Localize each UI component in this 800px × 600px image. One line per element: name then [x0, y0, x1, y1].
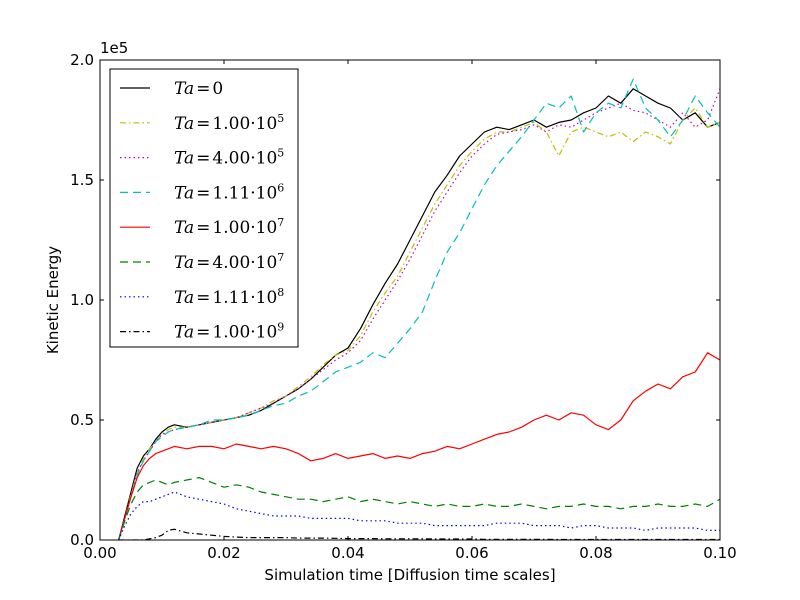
legend-item-6: Ta = 1.11·108 [120, 286, 284, 308]
y-axis-label: Kinetic Energy [44, 246, 62, 354]
legend-item-4: Ta = 1.00·107 [120, 216, 284, 238]
legend-item-5: Ta = 4.00·107 [120, 251, 284, 273]
legend-label: Ta = 1.00·109 [174, 321, 284, 343]
series-line-6 [118, 491, 720, 540]
series-line-2 [118, 88, 720, 540]
legend: Ta = 0 Ta = 1.00·105 Ta = 4.00·105 Ta = 1.11·106 Ta =… [109, 68, 299, 348]
series-line-1 [118, 107, 720, 540]
legend-item-7: Ta = 1.00·109 [120, 321, 284, 343]
y-tick-label: 0.0 [70, 531, 94, 549]
legend-label: Ta = 1.11·106 [174, 181, 284, 203]
x-axis-label: Simulation time [Diffusion time scales] [264, 566, 555, 584]
legend-label: Ta = 1.11·108 [174, 286, 284, 308]
legend-label: Ta = 0 [174, 79, 223, 99]
legend-label: Ta = 1.00·105 [174, 112, 284, 134]
legend-label: Ta = 4.00·107 [174, 251, 284, 273]
series-line-4 [118, 352, 720, 540]
series-line-7 [118, 528, 720, 540]
legend-box [109, 68, 299, 348]
y-tick-label: 1.0 [70, 291, 94, 309]
x-tick-label: 0.08 [579, 544, 612, 562]
series-line-5 [118, 477, 720, 540]
tick-layer: 0.00 0.02 0.04 0.06 0.08 0.10 0.0 0.5 1.0 1.5 2.0 [70, 51, 737, 562]
x-tick-label: 0.02 [207, 544, 240, 562]
legend-label: Ta = 1.00·107 [174, 216, 284, 238]
legend-label: Ta = 4.00·105 [174, 147, 284, 169]
y-tick-label: 2.0 [70, 51, 94, 69]
legend-item-3: Ta = 1.11·106 [120, 181, 284, 203]
legend-item-0: Ta = 0 [120, 79, 223, 99]
x-tick-label: 0.06 [455, 544, 488, 562]
legend-item-1: Ta = 1.00·105 [120, 112, 284, 134]
y-tick-label: 0.5 [70, 411, 94, 429]
legend-item-2: Ta = 4.00·105 [120, 147, 284, 169]
x-tick-label: 0.10 [703, 544, 736, 562]
series-line-3 [118, 78, 720, 540]
x-tick-label: 0.04 [331, 544, 364, 562]
x-tick-label: 0.00 [83, 544, 116, 562]
y-offset-text: 1e5 [100, 39, 128, 57]
y-tick-label: 1.5 [70, 171, 94, 189]
series-line-0 [118, 88, 720, 540]
